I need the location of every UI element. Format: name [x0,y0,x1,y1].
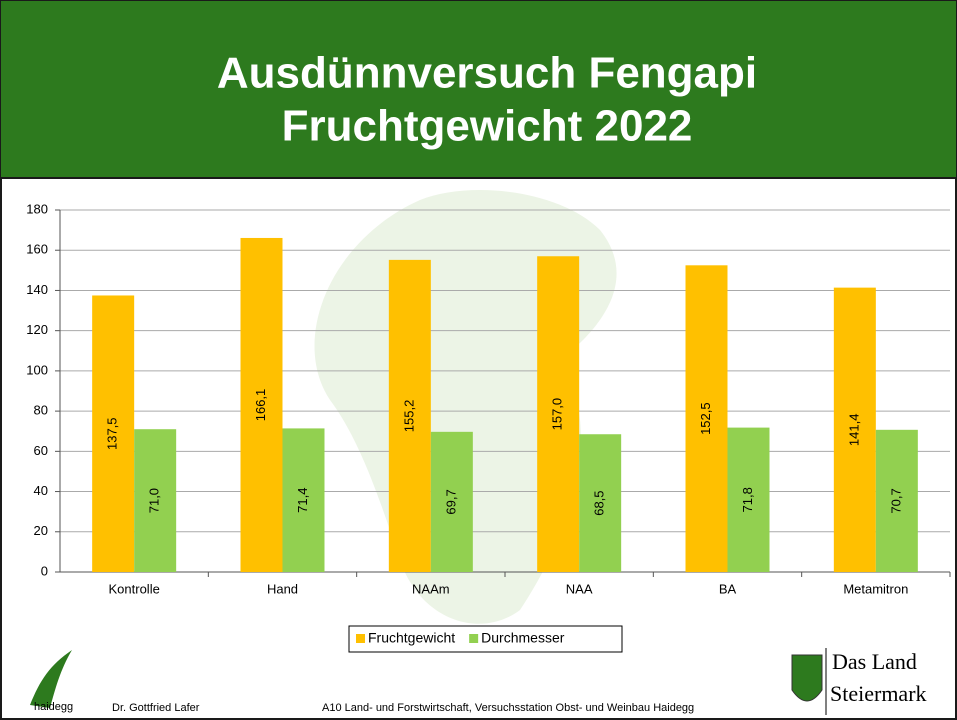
x-tick-label: Metamitron [843,581,908,596]
bar [282,428,325,572]
y-tick-label: 140 [26,282,48,297]
value-label: 71,4 [295,488,310,513]
y-tick-label: 180 [26,201,48,216]
bar [685,265,728,572]
chart-title: Ausdünnversuch Fengapi [217,49,757,98]
legend-box [348,625,623,653]
y-tick-label: 20 [34,523,48,538]
brand-line1: Das Land [832,649,917,674]
legend-swatch [469,634,479,643]
value-label: 71,0 [147,488,162,513]
y-tick-label: 100 [26,362,48,377]
legend-swatch [356,634,365,643]
bar [388,259,431,572]
haidegg-logo [30,650,72,708]
bar [727,427,770,572]
value-label: 157,0 [550,398,565,431]
brand-line2: Steiermark [830,681,927,706]
value-label: 70,7 [888,488,903,513]
value-label: 137,5 [105,417,120,450]
chart-subtitle: Fruchtgewicht 2022 [282,102,693,151]
x-tick-label: Hand [267,581,298,596]
x-tick-label: NAA [566,581,593,596]
bar [875,429,918,572]
bar [537,256,580,572]
slide-frame [0,177,957,720]
x-tick-label: BA [719,581,737,596]
footer-logo: haidegg [34,701,73,713]
y-tick-label: 0 [41,563,48,578]
bar [240,237,283,572]
legend-label: Fruchtgewicht [368,630,455,646]
bar [833,287,876,572]
coat-of-arms [791,654,823,702]
value-label: 68,5 [592,490,607,515]
y-tick-label: 160 [26,242,48,257]
y-tick-label: 40 [34,483,48,498]
bar [92,295,135,572]
bar [579,434,622,572]
value-label: 166,1 [253,389,268,422]
bar [134,429,177,572]
legend-label: Durchmesser [481,630,565,646]
value-label: 69,7 [443,489,458,514]
value-label: 71,8 [740,487,755,512]
value-label: 141,4 [846,414,861,447]
x-tick-label: Kontrolle [109,581,160,596]
value-label: 155,2 [401,400,416,433]
bar [430,431,473,572]
y-tick-label: 60 [34,443,48,458]
y-tick-label: 80 [34,403,48,418]
value-label: 152,5 [698,402,713,435]
footer-author: Dr. Gottfried Lafer [112,702,200,714]
footer-institution: A10 Land- und Forstwirtschaft, Versuchss… [322,702,694,714]
y-tick-label: 120 [26,322,48,337]
x-tick-label: NAAm [412,581,450,596]
